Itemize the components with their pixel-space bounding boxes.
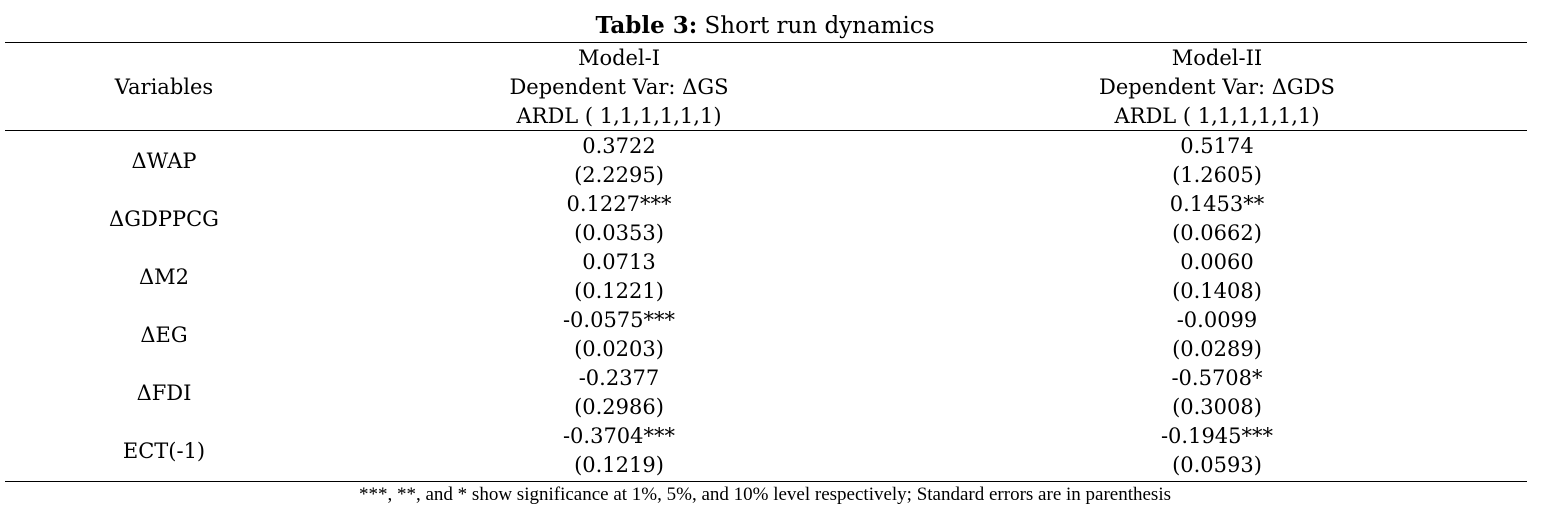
table-title-label: Table 3:	[595, 12, 698, 39]
top-rule	[5, 42, 1527, 43]
row-m1-standard-error: (2.2295)	[574, 163, 664, 187]
row-variable: ECT(-1)	[122, 439, 206, 463]
row-m2-standard-error: (0.0289)	[1172, 337, 1262, 361]
header-model1-spec: ARDL ( 1,1,1,1,1,1)	[516, 104, 722, 128]
row-variable: ΔFDI	[136, 381, 192, 405]
row-m1-coefficient: -0.2377	[578, 366, 660, 390]
row-m2-standard-error: (1.2605)	[1172, 163, 1262, 187]
row-m2-standard-error: (0.0662)	[1172, 221, 1262, 245]
bottom-rule	[5, 481, 1527, 482]
row-variable: ΔEG	[140, 323, 188, 347]
row-m2-coefficient: 0.1453**	[1169, 192, 1265, 216]
row-m2-standard-error: (0.1408)	[1172, 279, 1262, 303]
table-footnote: ***, **, and * show significance at 1%, …	[359, 484, 1171, 505]
row-m1-coefficient: 0.3722	[582, 134, 656, 158]
row-m1-coefficient: -0.3704***	[562, 424, 676, 448]
header-model2-dependent: Dependent Var: ΔGDS	[1099, 75, 1335, 99]
row-m2-standard-error: (0.3008)	[1172, 395, 1262, 419]
header-model1-name: Model-I	[577, 46, 661, 70]
row-m2-coefficient: 0.5174	[1180, 134, 1254, 158]
row-variable: ΔM2	[138, 265, 190, 289]
row-m1-coefficient: -0.0575***	[562, 308, 676, 332]
row-m1-standard-error: (0.2986)	[574, 395, 664, 419]
row-m1-standard-error: (0.0353)	[574, 221, 664, 245]
row-m1-standard-error: (0.0203)	[574, 337, 664, 361]
row-m2-coefficient: 0.0060	[1180, 250, 1254, 274]
header-rule	[5, 130, 1527, 131]
row-m2-coefficient: -0.1945***	[1160, 424, 1274, 448]
row-m1-coefficient: 0.0713	[582, 250, 656, 274]
row-m1-coefficient: 0.1227***	[566, 192, 672, 216]
row-m2-standard-error: (0.0593)	[1172, 453, 1262, 477]
row-m1-standard-error: (0.1219)	[574, 453, 664, 477]
table-title-text: Short run dynamics	[697, 13, 935, 39]
header-model1-dependent: Dependent Var: ΔGS	[509, 75, 729, 99]
row-m1-standard-error: (0.1221)	[574, 279, 664, 303]
header-model2-spec: ARDL ( 1,1,1,1,1,1)	[1114, 104, 1320, 128]
row-m2-coefficient: -0.5708*	[1171, 366, 1263, 390]
row-variable: ΔWAP	[131, 149, 197, 173]
header-model2-name: Model-II	[1171, 46, 1263, 70]
row-variable: ΔGDPPCG	[109, 207, 219, 231]
table-title: Table 3: Short run dynamics	[0, 11, 1530, 41]
row-m2-coefficient: -0.0099	[1176, 308, 1258, 332]
header-variables: Variables	[114, 75, 214, 99]
